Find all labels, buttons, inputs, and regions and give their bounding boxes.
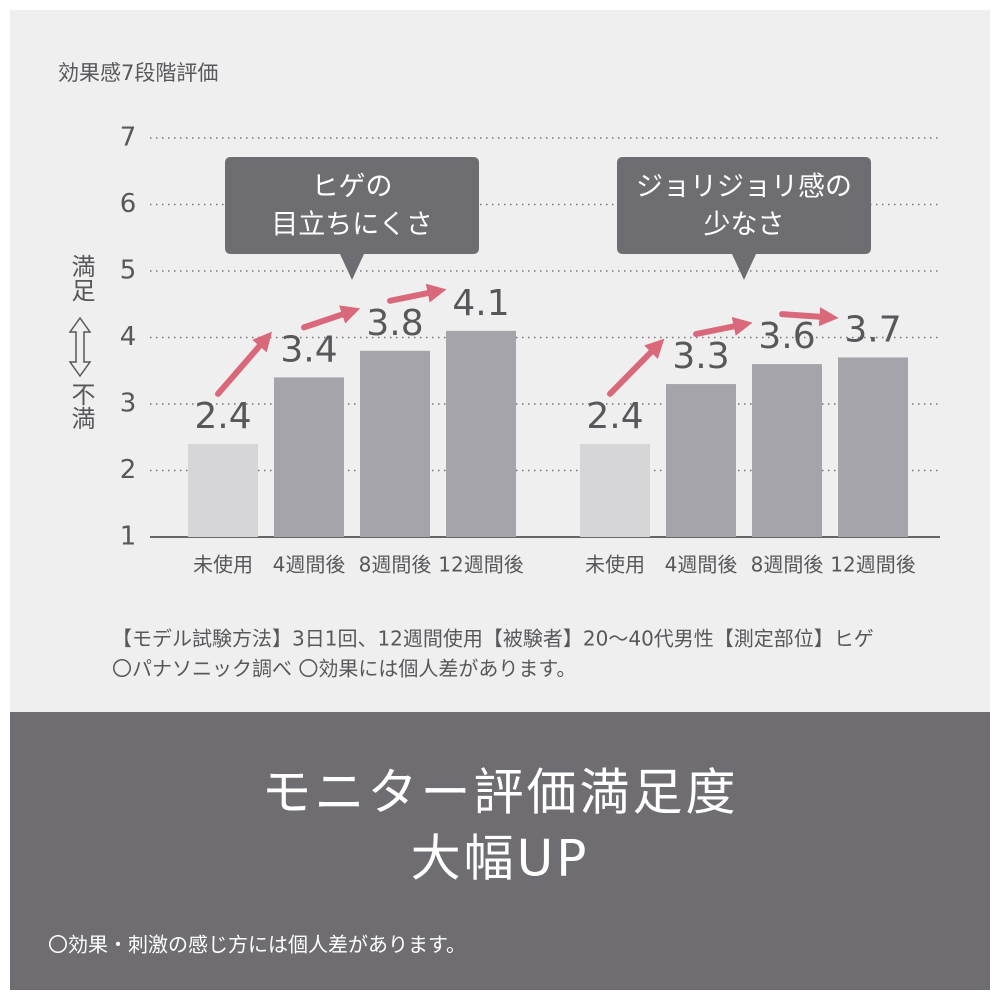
value-label: 3.6 (758, 316, 815, 357)
trend-arrow (387, 283, 447, 304)
bar (752, 364, 822, 537)
bar (446, 330, 516, 537)
y-tick-label: 6 (120, 189, 137, 219)
callout-text: ジョリジョリ感の (636, 172, 852, 203)
callout-text: 少なさ (704, 210, 785, 241)
y-tick-label: 7 (120, 123, 137, 153)
y-tick-label: 2 (120, 455, 137, 485)
callout-text: ヒゲの (312, 172, 393, 203)
note: 【モデル試験方法】3日1回、12週間使用【被験者】20～40代男性【測定部位】ヒ… (112, 627, 874, 651)
bar (360, 350, 430, 537)
bar (838, 357, 908, 537)
callout-text: 目立ちにくさ (271, 210, 432, 241)
y-tick-label: 4 (120, 322, 137, 352)
bar (580, 443, 650, 537)
x-tick-label: 12週間後 (438, 553, 523, 577)
value-label: 2.4 (586, 396, 643, 437)
trend-arrow (693, 316, 753, 338)
bar (188, 443, 258, 537)
value-label: 2.4 (194, 396, 251, 437)
value-label: 3.4 (280, 329, 337, 370)
headline: モニター評価満足度 (262, 764, 739, 822)
bar (274, 377, 344, 537)
x-tick-label: 8週間後 (751, 553, 824, 577)
y-tick-label: 5 (120, 256, 137, 286)
axis-label-bottom: 不満 (67, 382, 95, 430)
trend-arrow (301, 305, 361, 331)
headline: 大幅UP (411, 830, 590, 888)
axis-arrow (68, 316, 92, 378)
value-label: 3.3 (672, 336, 729, 377)
note: 〇パナソニック調べ 〇効果には個人差があります。 (112, 657, 576, 681)
value-label: 3.8 (366, 303, 423, 344)
trend-arrow (607, 338, 665, 397)
axis-label-top: 満足 (67, 254, 95, 302)
x-tick-label: 4週間後 (273, 553, 346, 577)
value-label: 4.1 (452, 283, 509, 324)
callout-box (617, 157, 871, 280)
value-label: 3.7 (844, 309, 901, 350)
trend-arrow (215, 331, 273, 397)
chart-title: 効果感7段階評価 (58, 61, 218, 85)
x-tick-label: 未使用 (193, 553, 253, 577)
bar (666, 384, 736, 537)
x-tick-label: 4週間後 (665, 553, 738, 577)
callout-box (225, 157, 479, 280)
banner (10, 712, 990, 990)
y-tick-label: 3 (120, 389, 137, 419)
footnote: 〇効果・刺激の感じ方には個人差があります。 (48, 933, 466, 957)
x-tick-label: 未使用 (585, 553, 645, 577)
trend-arrow (779, 307, 839, 327)
x-tick-label: 8週間後 (359, 553, 432, 577)
x-tick-label: 12週間後 (830, 553, 915, 577)
y-tick-label: 1 (120, 522, 137, 552)
